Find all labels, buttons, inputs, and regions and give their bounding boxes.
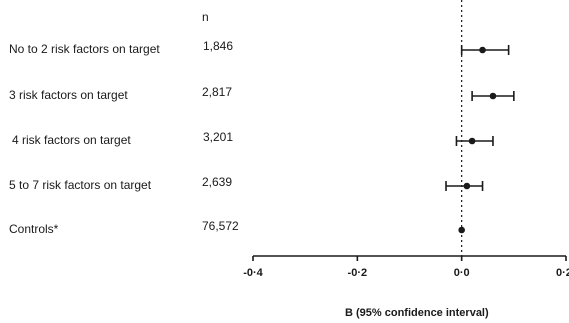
point-estimate	[479, 46, 486, 54]
row-n-value: 76,572	[202, 219, 239, 233]
row-label: No to 2 risk factors on target	[9, 42, 160, 56]
x-tick-label: -0·2	[348, 267, 368, 279]
point-estimate	[468, 137, 476, 145]
x-tick-label: -0·4	[243, 267, 263, 279]
row-n-value: 3,201	[203, 130, 234, 144]
row-n-value: 2,817	[202, 85, 233, 99]
row-label: 5 to 7 risk factors on target	[9, 178, 152, 192]
point-estimate	[489, 92, 497, 100]
point-estimate	[458, 226, 465, 234]
point-estimate	[463, 182, 471, 190]
n-column-header: n	[202, 10, 209, 24]
row-n-value: 1,846	[203, 39, 234, 53]
row-label: 3 risk factors on target	[9, 88, 128, 102]
x-axis-title: B (95% confidence interval)	[345, 307, 489, 319]
row-label: Controls*	[9, 222, 59, 236]
x-tick-label: 0·2	[556, 267, 569, 279]
row-label: 4 risk factors on target	[12, 133, 131, 147]
row-n-value: 2,639	[202, 175, 233, 189]
x-tick-label: 0·0	[454, 267, 470, 279]
